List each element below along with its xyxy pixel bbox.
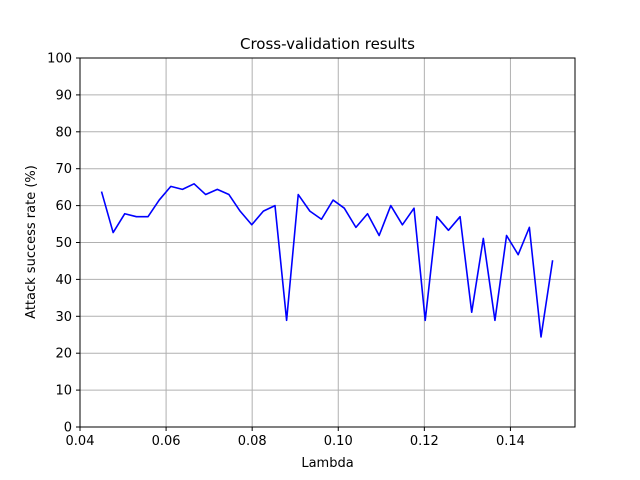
y-tick-label: 30 [55,310,72,325]
data-point [124,213,126,215]
data-point [517,254,519,256]
x-tick-label: 0.04 [66,434,95,449]
data-point [217,189,219,191]
data-point [402,224,404,226]
x-tick-label: 0.10 [324,434,353,449]
series-layer [100,183,554,338]
data-point [239,210,241,212]
y-tick-label: 50 [55,236,72,251]
data-point [529,227,531,229]
data-point [448,230,450,232]
y-tick-label: 100 [47,52,72,67]
series-line [100,183,554,338]
chart-title: Cross-validation results [240,35,415,53]
grid [79,57,575,428]
data-point [424,320,426,322]
x-axis: 0.04 0.06 0.08 0.10 0.12 0.14 [66,427,525,449]
data-point [471,311,473,313]
data-point [390,205,392,207]
data-point [263,210,265,212]
data-point [228,194,230,196]
x-tick-label: 0.12 [410,434,439,449]
data-point [112,232,114,234]
data-point [286,320,288,322]
y-axis: 0 10 20 30 40 50 60 70 80 90 100 [47,52,80,436]
data-point [552,259,554,261]
y-axis-label: Attack success rate (%) [24,165,39,319]
data-point [193,183,195,185]
data-point [355,227,357,229]
data-point [297,194,299,196]
data-point [182,189,184,191]
x-tick-label: 0.14 [496,434,525,449]
data-point [170,186,172,188]
data-point [251,224,253,226]
data-point [321,218,323,220]
data-point [483,238,485,240]
data-point [205,194,207,196]
data-point [436,216,438,218]
data-point [413,207,415,209]
x-tick-label: 0.06 [152,434,181,449]
data-point [378,235,380,237]
data-point [158,199,160,201]
y-tick-label: 60 [55,199,72,214]
y-tick-label: 10 [55,384,72,399]
data-point [309,210,311,212]
x-axis-label: Lambda [301,456,353,471]
data-point [147,216,149,218]
y-tick-label: 80 [55,125,72,140]
data-point [343,207,345,209]
data-point [274,205,276,207]
y-tick-label: 40 [55,273,72,288]
data-point [367,213,369,215]
x-tick-label: 0.08 [238,434,267,449]
y-tick-label: 0 [64,421,72,436]
y-tick-label: 20 [55,347,72,362]
data-point [540,336,542,338]
y-tick-label: 90 [55,88,72,103]
data-point [494,320,496,322]
data-point [459,216,461,218]
data-point [101,191,103,193]
data-point [506,235,508,237]
data-point [332,199,334,201]
data-point [136,216,138,218]
y-tick-label: 70 [55,162,72,177]
